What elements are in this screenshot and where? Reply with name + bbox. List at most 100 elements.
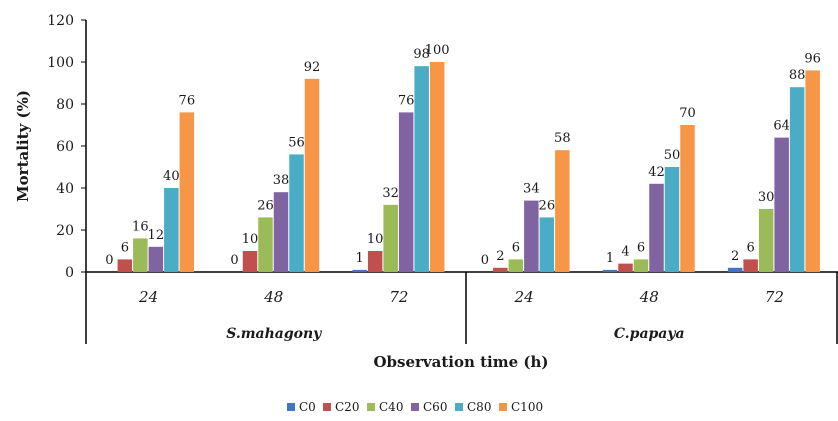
data-label: 1	[356, 251, 364, 266]
bar-c20	[242, 251, 258, 272]
bar-c0	[727, 267, 743, 272]
bar-c40	[383, 204, 398, 272]
data-label: 6	[747, 240, 755, 255]
legend-label: C80	[467, 400, 491, 414]
legend-label: C40	[379, 400, 403, 414]
data-label: 2	[731, 249, 739, 264]
y-tick-label: 20	[56, 223, 74, 239]
data-label: 0	[105, 253, 113, 268]
bar-c80	[289, 154, 304, 272]
bar-c40	[133, 238, 148, 272]
data-label: 10	[367, 232, 384, 247]
category-label: 48	[639, 288, 659, 306]
group-label: S.mahagony	[226, 326, 322, 342]
data-label: 98	[413, 47, 430, 62]
category-label: 72	[765, 288, 784, 306]
bar-c40	[258, 217, 273, 272]
y-tick-label: 120	[47, 13, 74, 29]
group-labels: S.mahagony C.papaya	[226, 326, 684, 342]
bar-c60	[649, 183, 664, 272]
data-label: 64	[773, 119, 790, 134]
data-label: 76	[179, 93, 196, 108]
data-label: 34	[523, 182, 540, 197]
data-label: 6	[121, 240, 129, 255]
bar-c20	[367, 251, 383, 272]
data-label: 12	[148, 228, 165, 243]
data-label: 42	[648, 165, 665, 180]
x-axis-title: Observation time (h)	[373, 353, 548, 371]
bar-c100	[555, 150, 570, 272]
legend-swatch-c40	[367, 403, 375, 411]
bar-c20	[493, 267, 508, 272]
category-labels: 24 48 72 24 48 72	[138, 288, 784, 306]
data-label: 2	[496, 249, 504, 264]
bar-c100	[429, 62, 445, 272]
data-label: 26	[539, 198, 556, 213]
data-label: 0	[481, 253, 489, 268]
category-label: 24	[514, 288, 534, 306]
data-label: 0	[230, 253, 238, 268]
y-tick-label: 60	[56, 139, 74, 155]
bar-c0	[602, 269, 618, 272]
data-label: 58	[554, 131, 571, 146]
axes	[85, 20, 838, 344]
bar-c40	[758, 209, 774, 272]
legend: C0 C20 C40 C60 C80 C100	[287, 400, 543, 414]
bar-c0	[352, 269, 367, 272]
y-tick-label: 100	[47, 55, 74, 71]
bars	[117, 62, 820, 273]
data-label: 92	[304, 60, 321, 75]
legend-swatch-c20	[323, 403, 331, 411]
bar-c20	[618, 263, 633, 272]
data-label: 26	[257, 198, 274, 213]
data-label: 10	[242, 232, 259, 247]
legend-swatch-c60	[411, 403, 419, 411]
data-label: 76	[398, 93, 415, 108]
y-tick-label: 40	[56, 181, 74, 197]
bar-c80	[789, 87, 805, 272]
bar-c40	[508, 259, 524, 272]
bar-c40	[633, 259, 649, 272]
legend-label: C20	[335, 400, 359, 414]
data-label: 4	[621, 245, 629, 260]
bar-c20	[743, 259, 758, 272]
bar-c20	[117, 259, 133, 272]
bar-c100	[179, 112, 195, 273]
group-label: C.papaya	[614, 326, 685, 342]
data-label: 6	[637, 240, 645, 255]
data-label: 1	[606, 251, 614, 266]
legend-swatch-c0	[287, 403, 295, 411]
legend-swatch-c100	[499, 403, 507, 411]
y-tick-label: 0	[65, 265, 74, 281]
data-label: 32	[382, 186, 399, 201]
legend-swatch-c80	[455, 403, 463, 411]
bar-c100	[680, 125, 695, 272]
bar-c60	[148, 246, 164, 272]
data-label: 70	[679, 106, 696, 121]
legend-label: C0	[299, 400, 316, 414]
bar-c80	[414, 66, 429, 272]
data-label: 40	[163, 169, 180, 184]
category-label: 24	[138, 288, 158, 306]
data-label: 96	[804, 51, 821, 66]
data-label: 50	[664, 148, 681, 163]
bar-c80	[664, 167, 680, 272]
category-label: 48	[263, 288, 283, 306]
y-axis-title: Mortality (%)	[14, 90, 32, 202]
bar-c60	[398, 112, 414, 273]
category-label: 72	[389, 288, 408, 306]
bar-c100	[805, 70, 820, 273]
bar-c80	[164, 188, 179, 272]
legend-label: C60	[423, 400, 447, 414]
data-label: 88	[789, 68, 806, 83]
bar-c100	[304, 78, 320, 272]
legend-label: C100	[511, 400, 543, 414]
data-label: 16	[132, 219, 149, 234]
data-label: 56	[288, 135, 305, 150]
data-label: 38	[273, 173, 290, 188]
bar-c80	[539, 217, 555, 272]
data-label: 100	[425, 43, 450, 58]
data-label: 6	[512, 240, 520, 255]
